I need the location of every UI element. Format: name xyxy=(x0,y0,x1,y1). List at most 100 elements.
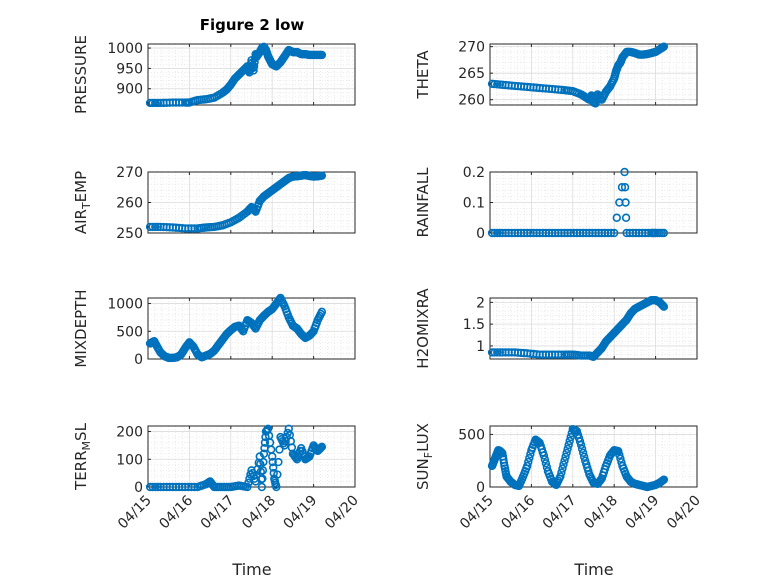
y-axis-label-suffix: SL xyxy=(72,422,90,441)
data-point-interp xyxy=(151,482,160,492)
y-axis-label: RAINFALL xyxy=(414,167,432,238)
x-tick-label: 04/20 xyxy=(322,493,362,533)
data-series xyxy=(487,42,669,108)
data-point xyxy=(317,50,327,60)
y-tick-label: 500 xyxy=(116,324,143,340)
y-axis-label-main: MIXDEPTH xyxy=(72,289,90,367)
data-point xyxy=(576,440,586,450)
data-point-interp xyxy=(274,457,283,467)
y-tick-label: 0 xyxy=(476,480,485,496)
data-point-interp xyxy=(151,222,160,232)
data-point-interp xyxy=(275,445,284,454)
data-point xyxy=(564,440,573,450)
data-series xyxy=(487,424,669,492)
data-point xyxy=(539,451,549,460)
y-axis-label-main: THETA xyxy=(414,50,432,100)
data-point-interp xyxy=(658,301,668,310)
data-point-interp xyxy=(148,482,157,492)
data-point xyxy=(659,228,669,238)
data-point-interp xyxy=(316,443,326,453)
y-tick-label: 200 xyxy=(116,425,143,441)
y-axis-label-suffix: LUX xyxy=(414,423,432,452)
x-tick-label: 04/16 xyxy=(498,492,538,532)
data-point-interp xyxy=(617,183,627,192)
data-point xyxy=(249,66,258,75)
data-point xyxy=(659,302,669,311)
data-point-interp xyxy=(269,463,278,472)
x-axis-label-right: Time xyxy=(573,560,613,579)
x-axis-label-left: Time xyxy=(231,560,271,579)
data-point-interp xyxy=(541,459,551,468)
y-axis-label-main: TERR xyxy=(72,450,90,491)
y-tick-label: 100 xyxy=(116,452,143,468)
y-tick-label: 0.1 xyxy=(463,196,485,212)
y-axis-label-suffix: EMP xyxy=(72,171,90,202)
y-tick-label: 2 xyxy=(476,295,485,311)
data-point-interp xyxy=(525,453,534,463)
data-point xyxy=(268,452,277,461)
data-point-interp xyxy=(493,228,502,238)
subplot-6: 1 1.5 2 H2OMIXRA xyxy=(414,288,698,369)
data-point xyxy=(487,348,497,357)
y-tick-label: 260 xyxy=(116,196,143,212)
data-point xyxy=(317,171,327,180)
y-tick-label: 1.5 xyxy=(463,317,485,333)
data-point-interp xyxy=(268,457,277,467)
data-point-interp xyxy=(260,438,270,447)
data-point-interp xyxy=(493,348,502,357)
data-point xyxy=(259,449,269,458)
data-point-interp xyxy=(657,300,667,309)
x-tick-label: 04/18 xyxy=(581,493,621,533)
data-point-interp xyxy=(524,457,533,467)
y-tick-label: 270 xyxy=(458,40,485,56)
data-point-interp xyxy=(558,464,567,473)
y-axis-label: THETA xyxy=(414,50,432,100)
y-tick-label: 0 xyxy=(476,226,485,242)
data-point-interp xyxy=(499,458,509,468)
data-point-interp xyxy=(273,470,282,479)
figure-title: Figure 2 low xyxy=(200,16,305,34)
y-axis-label-main: RAINFALL xyxy=(414,167,432,238)
data-point-interp xyxy=(283,428,292,438)
y-axis-label-main: PRESSURE xyxy=(72,35,90,114)
data-point-interp xyxy=(557,468,566,477)
axes-box xyxy=(147,43,356,106)
axes-box xyxy=(147,297,356,360)
data-series xyxy=(145,170,327,233)
subplot-5: 0 500 1000 MIXDEPTH xyxy=(72,289,356,368)
data-series xyxy=(145,293,327,363)
data-point-interp xyxy=(490,228,499,238)
data-point-interp xyxy=(249,62,259,71)
x-tick-label: 04/16 xyxy=(156,492,196,532)
data-point-interp xyxy=(153,222,163,232)
data-point xyxy=(556,472,565,481)
x-tick-label: 04/15 xyxy=(115,493,155,533)
data-point-interp xyxy=(490,348,499,357)
x-tick-label: 04/19 xyxy=(281,493,321,533)
y-tick-label: 260 xyxy=(458,93,485,109)
data-point-interp xyxy=(153,482,163,492)
data-point xyxy=(280,441,289,450)
data-point-interp xyxy=(495,348,505,357)
data-point xyxy=(560,456,569,465)
y-axis-label-subscript: F xyxy=(422,452,435,458)
data-point-interp xyxy=(259,457,268,467)
subplot-7: 0 100 200 04/15 04/16 04/17 04/18 04/19 04/20 TER… xyxy=(72,422,362,532)
y-axis-label-main: AIR xyxy=(72,209,90,234)
data-point xyxy=(523,461,532,471)
y-tick-label: 0 xyxy=(134,480,143,496)
x-tick-label: 04/20 xyxy=(664,493,704,533)
y-axis-label-subscript: M xyxy=(80,441,93,451)
y-tick-label: 500 xyxy=(458,427,485,443)
x-tick-label: 04/17 xyxy=(198,493,238,533)
x-tick-label: 04/18 xyxy=(239,493,279,533)
data-point xyxy=(145,98,155,108)
data-series xyxy=(145,424,327,492)
y-tick-label: 270 xyxy=(116,165,143,181)
data-point xyxy=(659,42,669,51)
y-axis-label-subscript: T xyxy=(80,202,93,210)
data-point xyxy=(317,442,327,451)
subplot-4: 0 0.1 0.2 RAINFALL xyxy=(414,165,698,242)
data-point-interp xyxy=(559,460,568,469)
